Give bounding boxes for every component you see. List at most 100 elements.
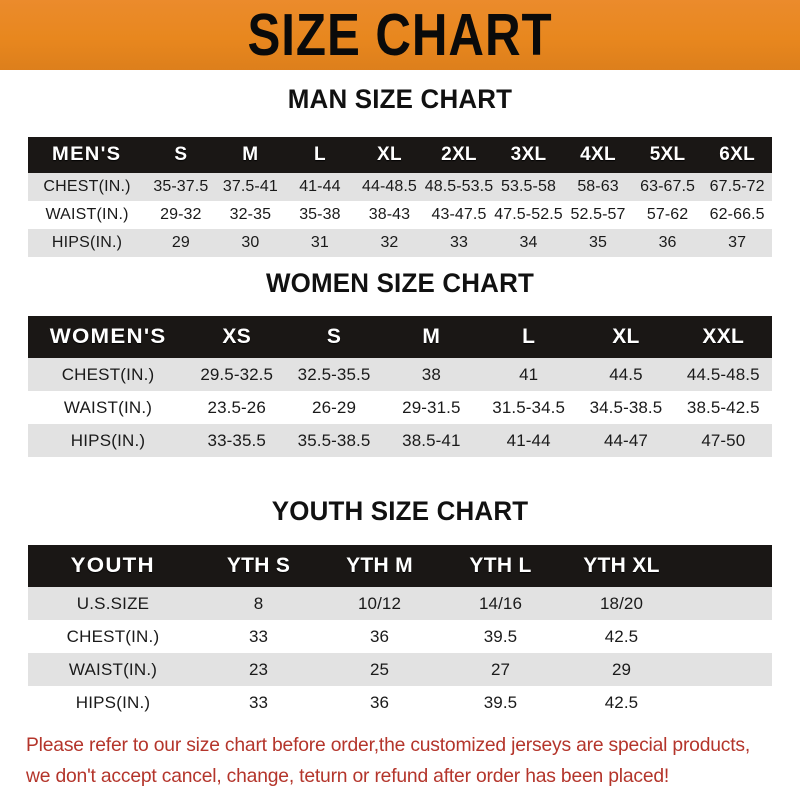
men-header-row: MEN'S S M L XL 2XL 3XL 4XL 5XL 6XL <box>28 137 772 173</box>
women-size-m: M <box>422 325 441 348</box>
men-header-label-cell: MEN'S <box>28 137 147 173</box>
youth-header-label-cell: YOUTH <box>28 545 198 587</box>
table-row: WAIST(IN.) 29-32 32-35 35-38 38-43 43-47… <box>28 201 772 229</box>
youth-header-label: YOUTH <box>70 554 156 577</box>
footer-disclaimer: Please refer to our size chart before or… <box>26 730 770 792</box>
men-waist-2xl: 43-47.5 <box>431 206 487 223</box>
youth-hips-s: 33 <box>248 692 269 712</box>
youth-size-table: YOUTH YTH S YTH M YTH L YTH XL U.S.SIZE … <box>28 545 772 719</box>
men-hips-3xl: 34 <box>519 234 538 251</box>
men-waist-l: 35-38 <box>299 206 341 223</box>
men-size-6xl: 6XL <box>719 144 756 165</box>
men-size-cell-xl: XL <box>354 137 425 173</box>
women-waist-xxl: 38.5-42.5 <box>686 397 760 417</box>
youth-waist-l: 27 <box>490 659 511 679</box>
women-header-row: WOMEN'S XS S M L XL XXL <box>28 316 772 358</box>
women-waist-xl: 34.5-38.5 <box>589 397 663 417</box>
men-size-cell-3xl: 3XL <box>493 137 564 173</box>
youth-ussize-l: 14/16 <box>478 593 523 613</box>
youth-size-m: YTH M <box>346 554 413 577</box>
men-waist-xl: 38-43 <box>368 206 411 223</box>
footer-disclaimer-line-2: we don't accept cancel, change, teturn o… <box>26 765 670 787</box>
women-chest-s: 32.5-35.5 <box>297 364 371 384</box>
table-row: HIPS(IN.) 33 36 39.5 42.5 <box>28 686 772 719</box>
men-waist-4xl: 52.5-57 <box>570 206 626 223</box>
youth-waist-s: 23 <box>248 659 269 679</box>
page-banner: SIZE CHART <box>0 0 800 70</box>
men-size-table: MEN'S S M L XL 2XL 3XL 4XL 5XL 6XL CHEST… <box>28 137 772 257</box>
women-chest-l: 41 <box>519 364 539 384</box>
youth-chest-l: 39.5 <box>483 626 518 646</box>
men-hips-4xl: 35 <box>589 234 608 251</box>
men-size-l: L <box>313 144 326 165</box>
youth-waist-m: 25 <box>369 659 390 679</box>
men-size-cell-2xl: 2XL <box>424 137 494 173</box>
youth-header-spacer <box>682 545 772 587</box>
men-hips-2xl: 33 <box>449 234 468 251</box>
women-chest-xl: 44.5 <box>609 364 643 384</box>
women-size-cell-xxl: XXL <box>674 316 772 358</box>
women-size-l: L <box>522 325 536 348</box>
women-chest-xs: 29.5-32.5 <box>200 364 274 384</box>
men-section-title: MAN SIZE CHART <box>287 84 513 114</box>
table-row: WAIST(IN.) 23.5-26 26-29 29-31.5 31.5-34… <box>28 391 772 424</box>
women-waist-s: 26-29 <box>312 397 356 417</box>
youth-size-cell-s: YTH S <box>198 545 319 587</box>
women-size-table: WOMEN'S XS S M L XL XXL CHEST(IN.) 29.5-… <box>28 316 772 457</box>
youth-table-body: YOUTH YTH S YTH M YTH L YTH XL U.S.SIZE … <box>28 545 772 719</box>
women-header-label-cell: WOMEN'S <box>28 316 189 358</box>
women-size-cell-s: S <box>285 316 383 358</box>
youth-section-title: YOUTH SIZE CHART <box>271 496 529 526</box>
men-header-label: MEN'S <box>52 144 122 165</box>
youth-size-l: YTH L <box>469 554 532 577</box>
men-table-body: MEN'S S M L XL 2XL 3XL 4XL 5XL 6XL CHEST… <box>28 137 772 257</box>
youth-row-label-chest: CHEST(IN.) <box>66 626 160 646</box>
table-row: U.S.SIZE 8 10/12 14/16 18/20 <box>28 587 772 620</box>
table-row: CHEST(IN.) 29.5-32.5 32.5-35.5 38 41 44.… <box>28 358 772 391</box>
men-size-xl: XL <box>376 144 402 165</box>
table-row: CHEST(IN.) 35-37.5 37.5-41 41-44 44-48.5… <box>28 173 772 201</box>
men-size-cell-l: L <box>285 137 355 173</box>
men-hips-xl: 32 <box>380 234 399 251</box>
men-chest-6xl: 67.5-72 <box>709 178 765 195</box>
youth-row-spacer <box>682 620 772 653</box>
men-chest-xl: 44-48.5 <box>361 178 417 195</box>
women-size-cell-l: L <box>479 316 578 358</box>
table-row: WAIST(IN.) 23 25 27 29 <box>28 653 772 686</box>
men-size-cell-4xl: 4XL <box>563 137 633 173</box>
youth-hips-xl: 42.5 <box>604 692 639 712</box>
women-size-s: S <box>326 325 342 348</box>
youth-row-label-waist: WAIST(IN.) <box>68 659 158 679</box>
youth-row-label-ussize: U.S.SIZE <box>76 593 150 613</box>
men-size-cell-6xl: 6XL <box>702 137 772 173</box>
men-size-m: M <box>242 144 259 165</box>
men-waist-s: 29-32 <box>160 206 202 223</box>
women-size-cell-xl: XL <box>577 316 675 358</box>
women-hips-xxl: 47-50 <box>701 430 746 450</box>
table-row: CHEST(IN.) 33 36 39.5 42.5 <box>28 620 772 653</box>
men-chest-2xl: 48.5-53.5 <box>424 178 494 195</box>
women-hips-m: 38.5-41 <box>402 430 461 450</box>
men-chest-m: 37.5-41 <box>222 178 278 195</box>
youth-hips-m: 36 <box>369 692 390 712</box>
women-hips-xl: 44-47 <box>603 430 648 450</box>
women-row-label-waist: WAIST(IN.) <box>63 397 153 417</box>
men-waist-m: 32-35 <box>229 206 272 223</box>
youth-chest-xl: 42.5 <box>604 626 639 646</box>
youth-hips-l: 39.5 <box>483 692 518 712</box>
women-waist-xs: 23.5-26 <box>207 397 266 417</box>
women-waist-l: 31.5-34.5 <box>492 397 566 417</box>
men-chest-4xl: 58-63 <box>577 178 619 195</box>
men-chest-5xl: 63-67.5 <box>640 178 696 195</box>
men-chest-s: 35-37.5 <box>153 178 209 195</box>
men-waist-5xl: 57-62 <box>646 206 689 223</box>
youth-size-cell-l: YTH L <box>440 545 561 587</box>
men-hips-5xl: 36 <box>658 234 677 251</box>
women-hips-xs: 33-35.5 <box>207 430 266 450</box>
youth-row-spacer <box>682 686 772 719</box>
men-chest-3xl: 53.5-58 <box>501 178 556 195</box>
men-hips-s: 29 <box>171 234 190 251</box>
men-size-4xl: 4XL <box>580 144 616 165</box>
women-hips-s: 35.5-38.5 <box>297 430 371 450</box>
